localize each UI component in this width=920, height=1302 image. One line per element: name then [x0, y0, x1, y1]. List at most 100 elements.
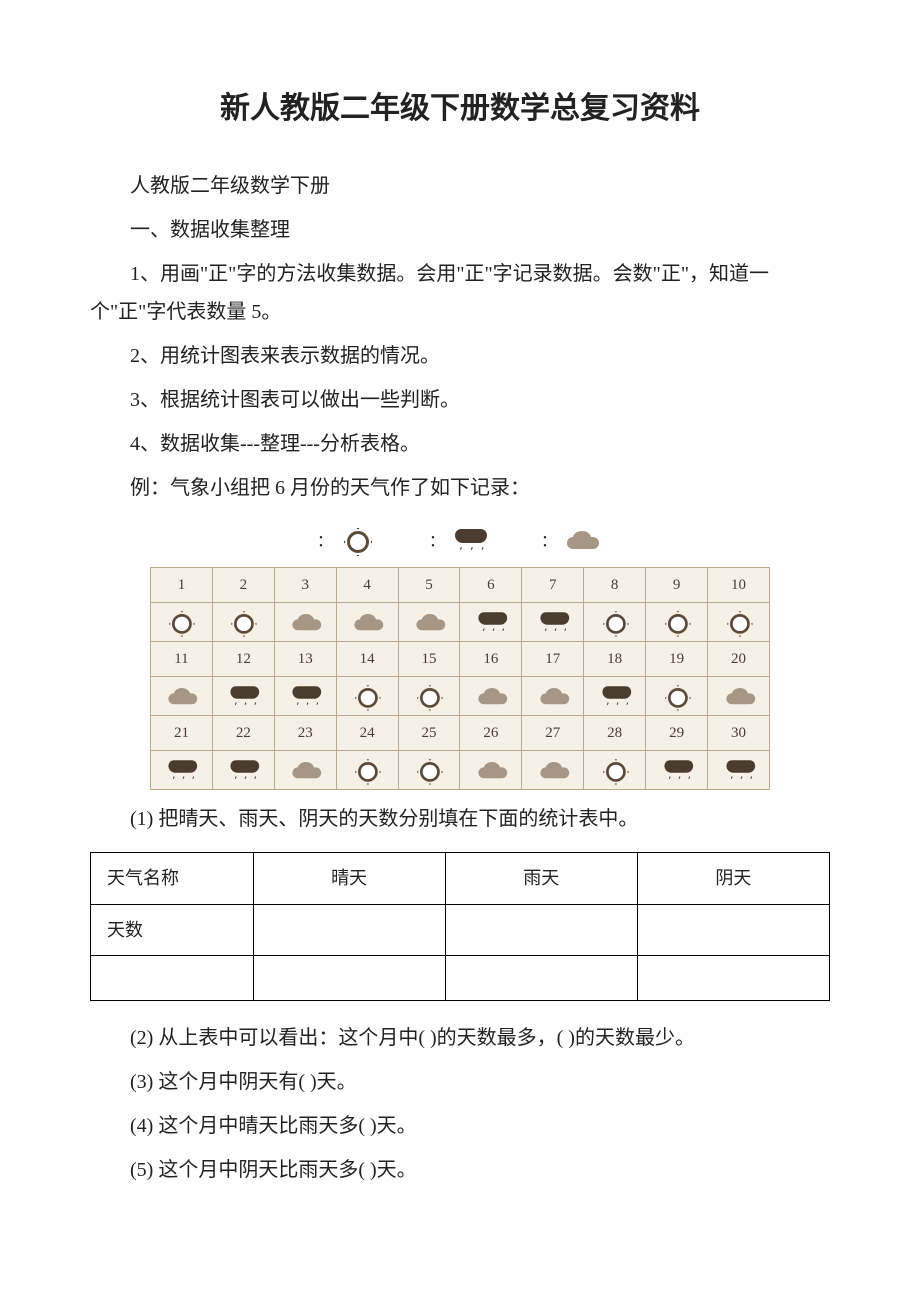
day-weather	[212, 751, 274, 790]
calendar-daynum-row: 1 2 3 4 5 6 7 8 9 10	[151, 568, 770, 603]
day-weather	[151, 603, 213, 642]
stats-cell	[637, 955, 829, 1000]
day-weather	[336, 677, 398, 716]
day-weather	[212, 677, 274, 716]
rain-icon	[227, 685, 259, 710]
table-row	[91, 955, 830, 1000]
day-number: 25	[398, 716, 460, 751]
cloud-icon	[475, 685, 507, 710]
day-weather	[708, 751, 770, 790]
legend-cloudy: ：	[541, 527, 603, 557]
day-number: 26	[460, 716, 522, 751]
day-number: 1	[151, 568, 213, 603]
day-weather	[336, 751, 398, 790]
question-3: (3) 这个月中阴天有( )天。	[90, 1063, 830, 1101]
sun-icon	[660, 685, 692, 710]
day-weather	[460, 603, 522, 642]
day-weather	[274, 677, 336, 716]
day-number: 23	[274, 716, 336, 751]
day-weather	[274, 603, 336, 642]
cloud-icon	[475, 759, 507, 784]
cloud-icon	[537, 759, 569, 784]
day-weather	[522, 677, 584, 716]
stats-rowlabel-days: 天数	[91, 904, 254, 955]
weather-figure: ： ： ： 1 2 3 4 5 6 7 8 9 10	[150, 527, 770, 790]
day-weather	[398, 603, 460, 642]
weather-legend: ： ： ：	[150, 527, 770, 557]
day-number: 2	[212, 568, 274, 603]
question-1: (1) 把晴天、雨天、阴天的天数分别填在下面的统计表中。	[90, 800, 830, 838]
legend-rainy: ：	[429, 527, 491, 557]
day-number: 28	[584, 716, 646, 751]
page-title: 新人教版二年级下册数学总复习资料	[90, 80, 830, 137]
cloud-icon	[563, 527, 603, 557]
day-number: 22	[212, 716, 274, 751]
paragraph-4: 4、数据收集---整理---分析表格。	[90, 425, 830, 463]
sun-icon	[413, 759, 445, 784]
day-weather	[646, 751, 708, 790]
day-number: 21	[151, 716, 213, 751]
day-number: 13	[274, 642, 336, 677]
cloud-icon	[351, 611, 383, 636]
sun-icon	[351, 685, 383, 710]
sun-icon	[165, 611, 197, 636]
question-4: (4) 这个月中晴天比雨天多( )天。	[90, 1107, 830, 1145]
rain-icon	[475, 611, 507, 636]
weather-calendar-table: 1 2 3 4 5 6 7 8 9 10 11 12 13 14	[150, 567, 770, 790]
day-number: 7	[522, 568, 584, 603]
day-weather	[708, 603, 770, 642]
calendar-daynum-row: 21 22 23 24 25 26 27 28 29 30	[151, 716, 770, 751]
day-weather	[584, 677, 646, 716]
legend-sunny: ：	[317, 527, 379, 557]
day-number: 8	[584, 568, 646, 603]
cloud-icon	[537, 685, 569, 710]
day-number: 9	[646, 568, 708, 603]
day-weather	[398, 677, 460, 716]
day-weather	[584, 751, 646, 790]
legend-cloudy-colon: ：	[541, 527, 557, 557]
sun-icon	[598, 611, 630, 636]
cloud-icon	[413, 611, 445, 636]
day-number: 5	[398, 568, 460, 603]
day-number: 12	[212, 642, 274, 677]
cloud-icon	[289, 611, 321, 636]
question-2: (2) 从上表中可以看出：这个月中( )的天数最多，( )的天数最少。	[90, 1019, 830, 1057]
legend-sunny-colon: ：	[317, 527, 333, 557]
day-weather	[646, 677, 708, 716]
rain-icon	[227, 759, 259, 784]
calendar-icon-row	[151, 677, 770, 716]
day-weather	[522, 603, 584, 642]
day-number: 17	[522, 642, 584, 677]
sun-icon	[598, 759, 630, 784]
question-5: (5) 这个月中阴天比雨天多( )天。	[90, 1151, 830, 1189]
stats-cell	[637, 904, 829, 955]
day-number: 15	[398, 642, 460, 677]
day-weather	[212, 603, 274, 642]
day-number: 24	[336, 716, 398, 751]
day-number: 14	[336, 642, 398, 677]
stats-header-name: 天气名称	[91, 853, 254, 904]
day-number: 19	[646, 642, 708, 677]
day-number: 20	[708, 642, 770, 677]
day-weather	[151, 677, 213, 716]
sun-icon	[660, 611, 692, 636]
day-weather	[336, 603, 398, 642]
day-weather	[398, 751, 460, 790]
rain-icon	[722, 759, 754, 784]
stats-header-sunny: 晴天	[253, 853, 445, 904]
paragraph-1: 1、用画"正"字的方法收集数据。会用"正"字记录数据。会数"正"，知道一个"正"…	[90, 255, 830, 331]
rain-icon	[165, 759, 197, 784]
stats-cell	[445, 955, 637, 1000]
section-heading: 一、数据收集整理	[90, 211, 830, 249]
stats-cell	[445, 904, 637, 955]
calendar-icon-row	[151, 751, 770, 790]
paragraph-3: 3、根据统计图表可以做出一些判断。	[90, 381, 830, 419]
day-number: 3	[274, 568, 336, 603]
paragraph-2: 2、用统计图表来表示数据的情况。	[90, 337, 830, 375]
paragraph-example: 例：气象小组把 6 月份的天气作了如下记录：	[90, 469, 830, 507]
day-number: 11	[151, 642, 213, 677]
sun-icon	[722, 611, 754, 636]
cloud-icon	[165, 685, 197, 710]
rain-icon	[289, 685, 321, 710]
day-number: 4	[336, 568, 398, 603]
